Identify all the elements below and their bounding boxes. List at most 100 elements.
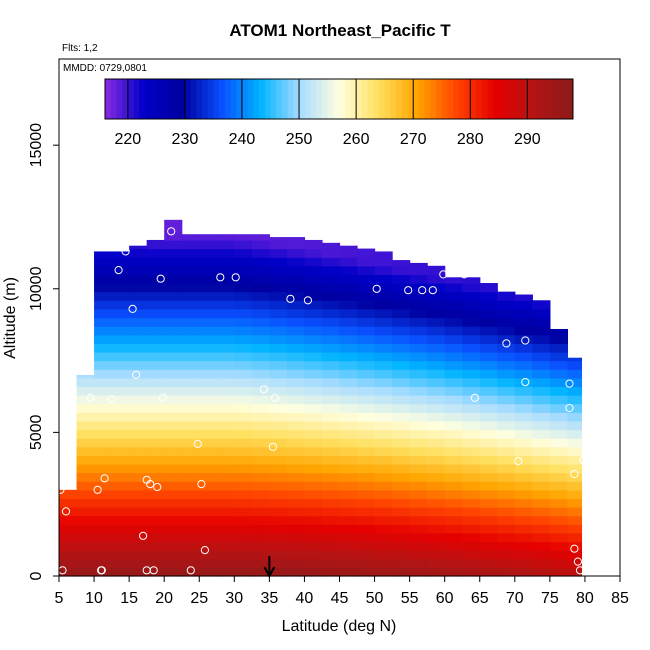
field-cell [234, 463, 253, 474]
field-cell [321, 395, 341, 405]
field-cell [164, 532, 183, 543]
field-cell [286, 463, 306, 474]
colorbar-swatch [470, 79, 477, 119]
field-cell [251, 395, 270, 405]
field-cell [321, 351, 341, 362]
x-tick-label: 20 [155, 590, 173, 607]
field-cell [164, 412, 183, 422]
field-cell [129, 300, 148, 310]
field-cell [269, 274, 288, 284]
colorbar-swatch [247, 79, 254, 119]
field-cell [146, 412, 165, 422]
field-cell [216, 248, 235, 258]
field-cell [497, 472, 516, 482]
observation-point [570, 469, 579, 479]
field-cell [304, 334, 323, 344]
colorbar-tick-label: 220 [114, 131, 141, 148]
field-cell [339, 489, 358, 500]
field-cell [94, 308, 113, 319]
field-cell [129, 420, 148, 431]
field-cell [321, 377, 341, 388]
field-cell [497, 541, 516, 551]
field-cell [514, 489, 533, 500]
field-cell [146, 283, 165, 293]
field-cell [234, 489, 253, 500]
field-cell [357, 498, 376, 508]
field-cell [146, 274, 165, 284]
field-cell [216, 395, 235, 405]
field-cell [357, 248, 376, 258]
field-cell [497, 412, 516, 422]
colorbar-swatch [122, 79, 129, 119]
field-cell [199, 248, 218, 258]
field-cell [199, 257, 218, 267]
field-cell [234, 446, 253, 456]
field-cell [59, 532, 78, 543]
field-cell [549, 481, 569, 491]
field-cell [111, 274, 130, 284]
field-cell [409, 472, 428, 482]
field-cell [392, 360, 411, 370]
colorbar-swatch [264, 79, 272, 119]
field-cell [216, 317, 235, 327]
field-cell [497, 351, 516, 362]
colorbar-swatch [384, 79, 391, 119]
field-cell [199, 524, 218, 534]
field-cell [479, 283, 498, 293]
arrow-head [263, 566, 276, 579]
field-cell [374, 429, 393, 439]
colorbar-swatch [110, 79, 117, 119]
field-cell [251, 532, 270, 543]
field-cell [216, 429, 235, 439]
field-cell [76, 463, 95, 474]
field-cell [444, 317, 463, 327]
field-cell [444, 308, 463, 319]
field-cell [462, 369, 481, 379]
colorbar-swatch [259, 79, 266, 119]
field-cell [444, 351, 463, 362]
field-cell [129, 429, 148, 439]
colorbar-swatch [144, 79, 152, 119]
field-cell [94, 326, 113, 336]
observation-point [573, 557, 583, 566]
field-cell [181, 283, 200, 293]
field-cell [339, 463, 358, 474]
x-tick-label: 70 [506, 590, 524, 607]
field-cell [269, 386, 288, 396]
field-cell [532, 498, 551, 508]
field-cell [146, 507, 165, 517]
field-cell [216, 472, 235, 482]
field-cell [269, 429, 288, 439]
field-cell [129, 308, 148, 319]
observation-point [200, 546, 209, 555]
field-cell [181, 395, 200, 405]
field-cell [532, 317, 551, 327]
field-cell [392, 420, 411, 431]
field-cell [462, 360, 481, 370]
field-cell [146, 438, 165, 448]
field-cell [234, 239, 253, 250]
colorbar-swatch [213, 79, 220, 119]
field-cell [339, 386, 358, 396]
field-cell [111, 567, 130, 577]
field-cell [164, 455, 183, 465]
field-cell [444, 463, 463, 474]
field-cell [129, 403, 148, 413]
field-cell [567, 412, 583, 422]
field-cell [164, 395, 183, 405]
field-cell [181, 300, 200, 310]
field-cell [181, 317, 200, 327]
field-cell [216, 567, 235, 577]
field-cell [444, 515, 463, 525]
field-cell [199, 489, 218, 500]
field-cell [199, 274, 218, 284]
field-cell [549, 558, 569, 568]
field-cell [444, 541, 463, 551]
field-cell [199, 438, 218, 448]
observation-point [559, 293, 569, 302]
field-cell [357, 274, 376, 284]
field-cell [357, 403, 376, 413]
field-cell [181, 532, 200, 543]
field-cell [94, 472, 113, 482]
field-cell [479, 463, 498, 474]
